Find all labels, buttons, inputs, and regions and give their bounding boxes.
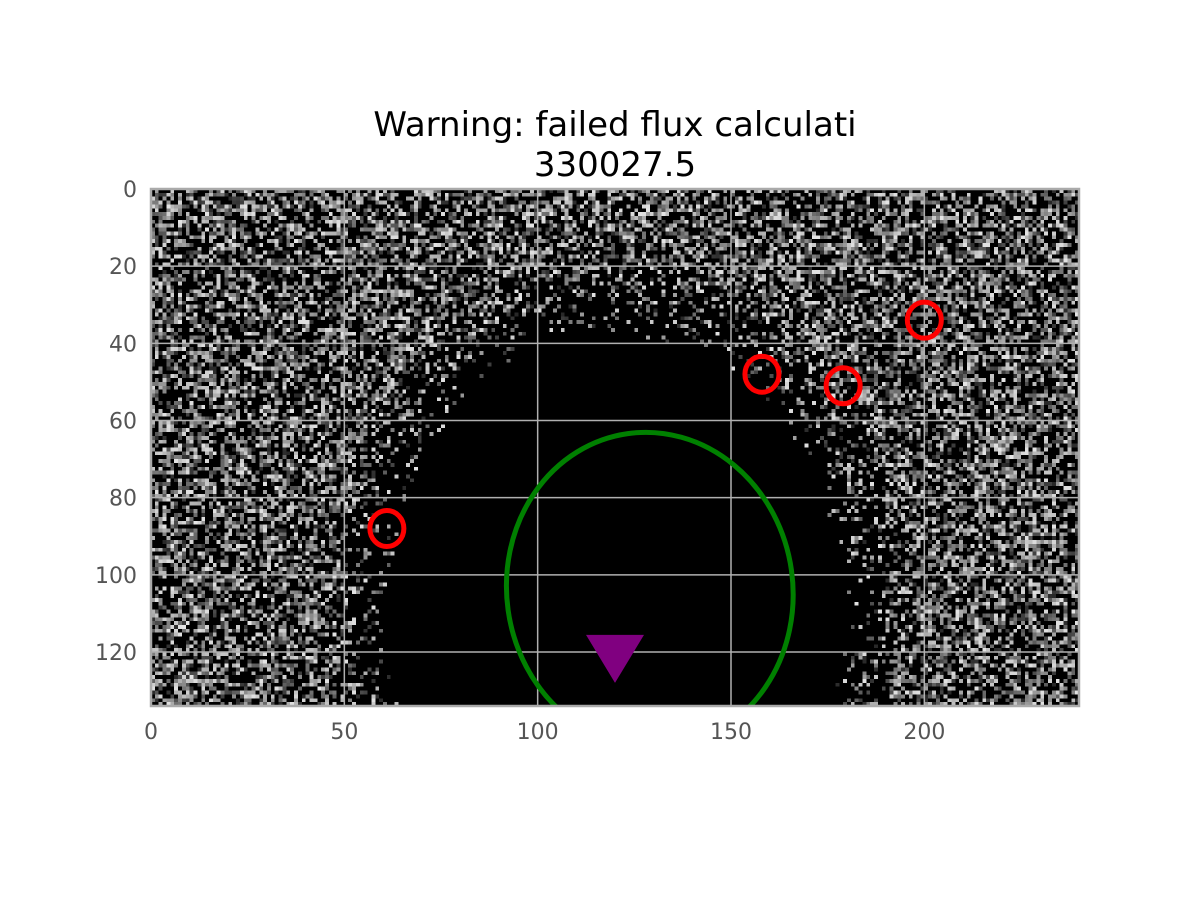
chart-title: Warning: failed flux calculati [373, 105, 856, 145]
source-circle-marker [904, 299, 944, 341]
source-circle-marker [367, 508, 407, 550]
y-tick-label: 100 [95, 564, 137, 589]
y-tick-label: 20 [109, 255, 137, 280]
y-tick-label: 60 [109, 409, 137, 434]
x-tick-label: 200 [903, 720, 945, 745]
aperture-ellipse [503, 429, 796, 706]
x-tick-label: 150 [710, 720, 752, 745]
x-tick-label: 50 [330, 720, 358, 745]
target-triangle-marker [586, 634, 644, 683]
chart-subtitle: 330027.5 [534, 145, 696, 185]
x-tick-label: 0 [144, 720, 158, 745]
y-tick-label: 40 [109, 332, 137, 357]
plot-area: 0 50 100 150 200 0 20 40 60 80 100 120 [95, 178, 1081, 745]
x-tick-label: 100 [517, 720, 559, 745]
source-circle-marker [742, 353, 782, 395]
y-tick-label: 80 [109, 487, 137, 512]
overlay-layer [367, 299, 944, 706]
y-tick-label: 120 [95, 641, 137, 666]
source-circle-marker [823, 365, 863, 407]
axes-frame [149, 187, 1081, 708]
y-tick-label: 0 [123, 178, 137, 203]
